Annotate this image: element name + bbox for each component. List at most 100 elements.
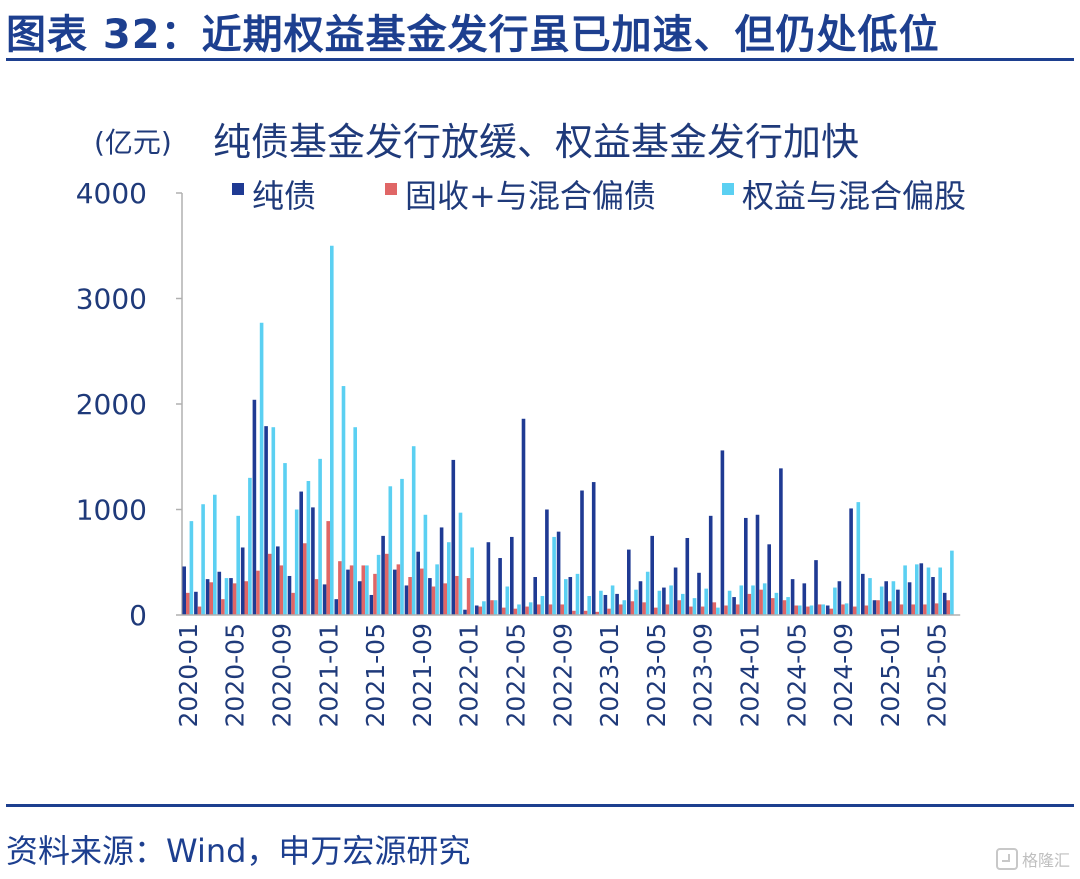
legend-label: 固收+与混合偏债	[405, 177, 656, 215]
bar	[229, 578, 233, 615]
bar	[583, 610, 588, 615]
legend-swatch	[232, 183, 244, 195]
bar	[568, 577, 573, 615]
bar	[264, 426, 268, 615]
bar	[849, 508, 853, 615]
bar	[759, 589, 763, 615]
bar	[603, 594, 608, 615]
bar	[493, 600, 498, 615]
bar	[762, 583, 767, 615]
legend-item: 纯债	[232, 177, 316, 215]
bar	[915, 564, 919, 615]
bars-layer	[182, 245, 954, 616]
bar	[404, 585, 409, 615]
bar	[720, 450, 725, 615]
bar	[794, 605, 798, 615]
bar	[852, 606, 857, 615]
bar	[938, 567, 942, 615]
bar	[528, 602, 533, 615]
bar	[615, 593, 619, 615]
legend-swatch	[722, 183, 734, 195]
legend-item: 权益与混合偏股	[722, 177, 966, 215]
x-tick-label: 2020-09	[267, 623, 296, 727]
bar	[267, 553, 272, 615]
bar	[618, 604, 623, 615]
bar	[205, 579, 210, 615]
bar	[533, 577, 537, 615]
bar	[303, 543, 307, 615]
bar	[732, 597, 736, 615]
x-tick-label: 2020-01	[174, 623, 203, 727]
bar	[510, 536, 514, 615]
y-axis-unit-label: (亿元)	[94, 126, 172, 159]
bar	[213, 494, 217, 615]
series-3	[189, 245, 954, 616]
bar	[224, 578, 229, 615]
bar	[322, 584, 327, 615]
bar	[638, 581, 643, 615]
chart-legend: 纯债 固收+与混合偏债 权益与混合偏股	[232, 177, 966, 215]
bar	[451, 459, 456, 615]
bar	[681, 593, 685, 615]
bar	[393, 569, 397, 615]
bar	[747, 593, 752, 615]
bar	[341, 386, 346, 615]
bar	[876, 600, 880, 615]
bar	[923, 604, 927, 615]
bar	[650, 535, 654, 616]
bar	[236, 515, 240, 615]
bar	[431, 586, 436, 615]
bar	[186, 592, 190, 615]
bar	[299, 491, 303, 615]
bar	[334, 599, 339, 615]
bar	[470, 547, 474, 615]
bar	[447, 542, 451, 615]
y-tick-label: 1000	[76, 494, 147, 527]
bar	[809, 605, 814, 615]
bar	[423, 514, 428, 615]
bar	[946, 600, 951, 615]
bar	[311, 507, 315, 615]
bar	[294, 509, 299, 615]
bar	[575, 573, 580, 615]
bar	[537, 604, 541, 615]
bar	[942, 592, 947, 615]
bar	[458, 512, 463, 615]
bar	[724, 605, 728, 615]
bar	[490, 600, 494, 615]
series-1	[182, 399, 947, 616]
footer-rule	[6, 804, 1074, 807]
y-tick-label: 4000	[76, 177, 147, 210]
bar	[564, 579, 568, 615]
bar	[879, 586, 884, 615]
bar	[443, 583, 447, 615]
bar	[435, 564, 439, 615]
x-tick-label: 2020-05	[221, 623, 250, 727]
bar	[482, 601, 486, 615]
bar	[642, 602, 646, 615]
bar	[786, 597, 790, 615]
bar	[610, 585, 615, 615]
bar	[240, 547, 245, 615]
bar	[782, 600, 787, 615]
bar	[841, 604, 845, 615]
bar	[806, 606, 810, 615]
y-tick-label: 0	[129, 599, 147, 632]
bar	[739, 585, 744, 615]
x-tick-label: 2023-09	[689, 623, 718, 727]
bar	[774, 592, 779, 615]
bar	[428, 578, 432, 615]
bar	[353, 427, 357, 615]
bar	[868, 578, 872, 615]
bar	[486, 542, 491, 615]
bar	[209, 582, 213, 615]
bar	[673, 567, 678, 615]
bar	[560, 604, 564, 615]
bar	[837, 581, 842, 615]
bar	[365, 565, 369, 615]
bar	[194, 591, 198, 615]
bar	[622, 600, 627, 615]
bar	[326, 521, 330, 615]
bar	[767, 544, 771, 615]
x-tick-label: 2021-01	[314, 623, 343, 727]
